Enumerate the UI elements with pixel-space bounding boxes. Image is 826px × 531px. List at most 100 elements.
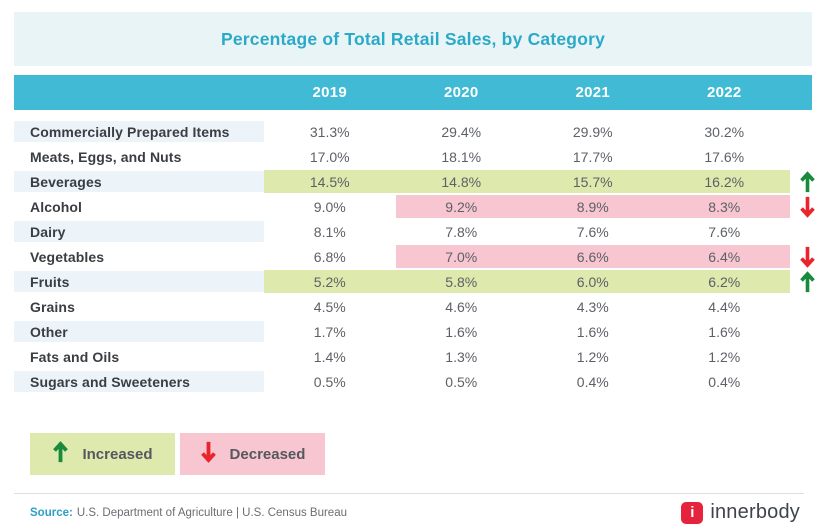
value-cell: 29.4% (441, 123, 482, 140)
row-category: Sugars and Sweeteners (14, 369, 264, 394)
value-cell: 9.0% (313, 198, 346, 215)
row-category: Commercially Prepared Items (14, 119, 264, 144)
value-cell: 7.6% (708, 223, 741, 240)
trend-indicator (790, 269, 815, 294)
category-column-spacer (14, 75, 264, 110)
value-cell: 5.8% (395, 269, 527, 294)
up-arrow-icon (52, 439, 69, 469)
trend-up-icon (799, 170, 815, 192)
trend-indicator (790, 319, 812, 344)
trend-indicator (790, 169, 815, 194)
column-header-2019: 2019 (312, 84, 348, 101)
table-row-1: Commercially Prepared Items 31.3% 29.4% 29.… (14, 119, 812, 144)
value-cell: 7.6% (576, 223, 609, 240)
row-category: Dairy (14, 219, 264, 244)
value-cell: 1.3% (445, 348, 478, 365)
value-cell: 1.6% (445, 323, 478, 340)
table-row-10: Fats and Oils 1.4% 1.3% 1.2% 1.2% (14, 344, 812, 369)
table-header-row: 2019 2020 2021 2022 (14, 75, 812, 110)
value-cell: 30.2% (704, 123, 745, 140)
value-cell: 7.8% (445, 223, 478, 240)
column-header-2022: 2022 (706, 84, 742, 101)
brand-name: innerbody (710, 501, 800, 523)
table-row-9: Other 1.7% 1.6% 1.6% 1.6% (14, 319, 812, 344)
row-values: 17.0% 18.1% 17.7% 17.6% (264, 144, 790, 169)
value-cell: 7.0% (395, 244, 527, 269)
down-arrow-icon (200, 439, 217, 469)
trend-indicator (790, 194, 815, 219)
row-category: Fruits (14, 269, 264, 294)
value-cell: 6.6% (527, 244, 659, 269)
source-text: U.S. Department of Agriculture | U.S. Ce… (76, 506, 347, 519)
row-values: 31.3% 29.4% 29.9% 30.2% (264, 119, 790, 144)
row-category: Grains (30, 298, 75, 315)
title-band: Percentage of Total Retail Sales, by Cat… (14, 12, 812, 66)
trend-down-icon (200, 441, 216, 463)
row-category: Meats, Eggs, and Nuts (30, 148, 182, 165)
value-cell: 1.6% (576, 323, 609, 340)
value-cell: 1.6% (708, 323, 741, 340)
divider (14, 493, 804, 494)
value-cell: 0.5% (313, 373, 346, 390)
row-values: 5.2% 5.8% 6.0% 6.2% (264, 269, 790, 294)
table-row-5: Dairy 8.1% 7.8% 7.6% 7.6% (14, 219, 812, 244)
trend-indicator (790, 294, 812, 319)
value-cell: 6.4% (658, 244, 790, 269)
trend-indicator (790, 144, 812, 169)
value-cell: 6.2% (658, 269, 790, 294)
row-values: 9.0% 9.2% 8.9% 8.3% (264, 194, 790, 219)
table-row-3: Beverages 14.5% 14.8% 15.7% 16.2% (14, 169, 815, 194)
value-cell: 17.6% (704, 148, 745, 165)
brand-logo: i innerbody (681, 501, 812, 524)
value-cell: 1.2% (708, 348, 741, 365)
value-cell: 4.4% (708, 298, 741, 315)
value-cell: 4.3% (576, 298, 609, 315)
value-cell: 1.2% (576, 348, 609, 365)
row-category: Other (14, 319, 264, 344)
row-category: Vegetables (30, 248, 105, 265)
source-label: Source: (30, 506, 73, 519)
value-cell: 6.8% (313, 248, 346, 265)
legend-increased: Increased (30, 433, 175, 475)
value-cell: 29.9% (572, 123, 613, 140)
legend: Increased Decreased (30, 433, 812, 475)
table-row-6: Vegetables 6.8% 7.0% 6.6% 6.4% (14, 244, 815, 269)
table-row-11: Sugars and Sweeteners 0.5% 0.5% 0.4% 0.4% (14, 369, 812, 394)
value-cell: 0.5% (445, 373, 478, 390)
value-cell: 8.9% (527, 194, 659, 219)
table-row-7: Fruits 5.2% 5.8% 6.0% 6.2% (14, 269, 815, 294)
row-values: 14.5% 14.8% 15.7% 16.2% (264, 169, 790, 194)
legend-decreased: Decreased (180, 433, 325, 475)
row-values: 8.1% 7.8% 7.6% 7.6% (264, 219, 790, 244)
legend-decreased-label: Decreased (229, 445, 306, 463)
trend-column-spacer (790, 75, 812, 110)
retail-sales-infographic: Percentage of Total Retail Sales, by Cat… (14, 12, 815, 524)
trend-indicator (790, 219, 812, 244)
value-cell: 18.1% (441, 148, 482, 165)
legend-increased-label: Increased (82, 445, 153, 463)
row-values: 4.5% 4.6% 4.3% 4.4% (264, 294, 790, 319)
value-cell: 8.1% (313, 223, 346, 240)
value-cell: 14.8% (395, 169, 527, 194)
row-values: 0.5% 0.5% 0.4% 0.4% (264, 369, 790, 394)
table-row-2: Meats, Eggs, and Nuts 17.0% 18.1% 17.7% 17.6… (14, 144, 812, 169)
row-values: 1.4% 1.3% 1.2% 1.2% (264, 344, 790, 369)
table-body: Commercially Prepared Items 31.3% 29.4% 29.… (14, 119, 815, 394)
value-cell: 8.3% (658, 194, 790, 219)
value-cell: 4.5% (313, 298, 346, 315)
value-cell: 15.7% (527, 169, 659, 194)
value-cell: 17.7% (572, 148, 613, 165)
value-cell: 0.4% (576, 373, 609, 390)
trend-up-icon (53, 441, 69, 463)
row-values: 6.8% 7.0% 6.6% 6.4% (264, 244, 790, 269)
column-header-2020: 2020 (443, 84, 479, 101)
footer: Source: U.S. Department of Agriculture | … (14, 501, 812, 524)
row-category: Beverages (14, 169, 264, 194)
value-cell: 1.7% (313, 323, 346, 340)
column-header-2021: 2021 (575, 84, 611, 101)
value-cell: 4.6% (445, 298, 478, 315)
trend-indicator (790, 344, 812, 369)
value-cell: 1.4% (313, 348, 346, 365)
value-cell: 6.0% (527, 269, 659, 294)
chart-title: Percentage of Total Retail Sales, by Cat… (220, 28, 606, 49)
